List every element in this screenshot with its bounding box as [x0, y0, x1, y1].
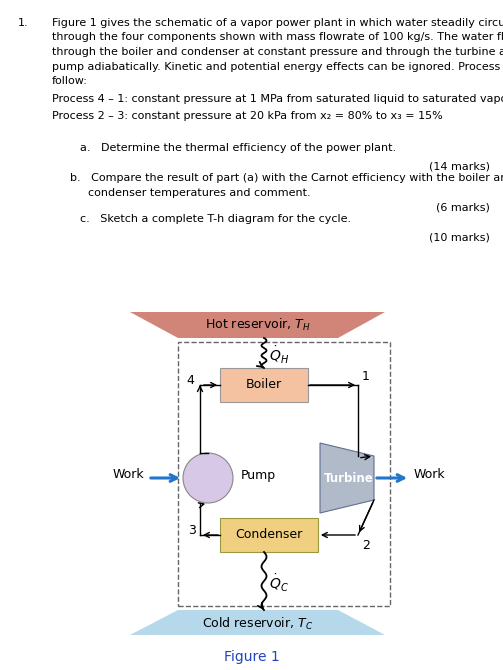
Text: 1: 1	[362, 371, 370, 383]
Text: through the boiler and condenser at constant pressure and through the turbine an: through the boiler and condenser at cons…	[52, 47, 503, 57]
Circle shape	[183, 453, 233, 503]
Text: Work: Work	[414, 468, 446, 480]
Polygon shape	[130, 312, 385, 338]
Text: $\dot{Q}_H$: $\dot{Q}_H$	[269, 344, 289, 366]
Text: 3: 3	[188, 525, 196, 537]
Text: 2: 2	[362, 539, 370, 552]
Text: pump adiabatically. Kinetic and potential energy effects can be ignored. Process: pump adiabatically. Kinetic and potentia…	[52, 62, 503, 72]
Text: $\dot{Q}_C$: $\dot{Q}_C$	[269, 572, 289, 594]
Text: (6 marks): (6 marks)	[436, 202, 490, 212]
Text: (10 marks): (10 marks)	[429, 232, 490, 243]
Text: Process 4 – 1: constant pressure at 1 MPa from saturated liquid to saturated vap: Process 4 – 1: constant pressure at 1 MP…	[52, 94, 503, 105]
Text: Figure 1: Figure 1	[224, 650, 280, 664]
Polygon shape	[320, 443, 374, 513]
Text: Work: Work	[112, 468, 144, 480]
Text: Cold reservoir, $T_C$: Cold reservoir, $T_C$	[202, 616, 314, 632]
Text: Boiler: Boiler	[246, 379, 282, 391]
Text: through the four components shown with mass flowrate of 100 kg/s. The water flow: through the four components shown with m…	[52, 33, 503, 42]
Text: Process 2 – 3: constant pressure at 20 kPa from x₂ = 80% to x₃ = 15%: Process 2 – 3: constant pressure at 20 k…	[52, 111, 443, 121]
Bar	[178, 342, 390, 606]
Text: Condenser: Condenser	[235, 529, 303, 541]
Text: follow:: follow:	[52, 76, 88, 86]
Text: condenser temperatures and comment.: condenser temperatures and comment.	[88, 188, 311, 198]
Text: (14 marks): (14 marks)	[429, 161, 490, 172]
Text: Figure 1 gives the schematic of a vapor power plant in which water steadily circ: Figure 1 gives the schematic of a vapor …	[52, 18, 503, 28]
Bar	[220, 518, 318, 552]
Text: 1.: 1.	[18, 18, 29, 28]
Text: a.   Determine the thermal efficiency of the power plant.: a. Determine the thermal efficiency of t…	[80, 143, 396, 153]
Text: Turbine: Turbine	[324, 472, 374, 484]
Text: 4: 4	[186, 375, 194, 387]
Bar	[220, 368, 308, 402]
Text: c.   Sketch a complete T-h diagram for the cycle.: c. Sketch a complete T-h diagram for the…	[80, 214, 351, 224]
Text: Hot reservoir, $T_H$: Hot reservoir, $T_H$	[205, 317, 311, 333]
Polygon shape	[130, 610, 385, 635]
Text: b.   Compare the result of part (a) with the Carnot efficiency with the boiler a: b. Compare the result of part (a) with t…	[70, 174, 503, 184]
Text: Pump: Pump	[241, 470, 276, 482]
